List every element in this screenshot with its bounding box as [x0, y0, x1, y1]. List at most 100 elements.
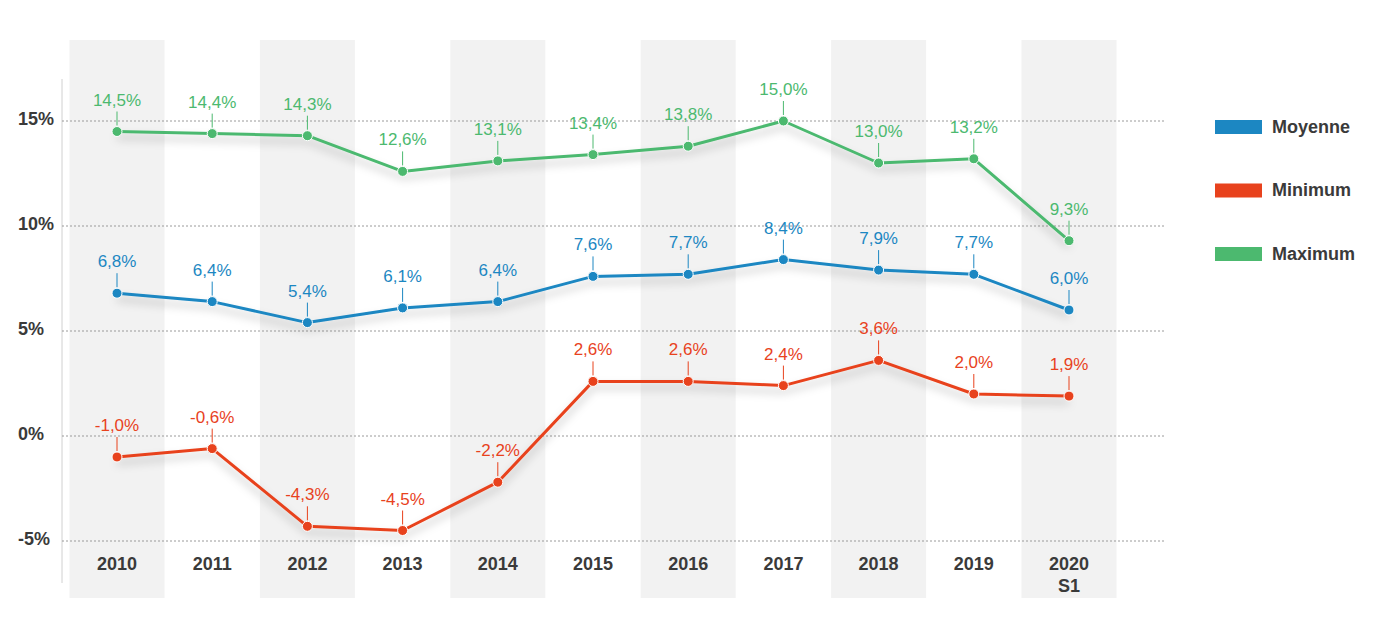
- point: [778, 116, 788, 126]
- point: [588, 376, 598, 386]
- x-tick-label-part: 2010: [97, 554, 137, 574]
- legend-swatch: [1215, 184, 1262, 198]
- label-leader: [497, 462, 498, 476]
- data-label: -2,2%: [476, 441, 520, 460]
- label-leader: [212, 282, 213, 296]
- grid: [62, 121, 1165, 541]
- data-label: 1,9%: [1050, 355, 1089, 374]
- data-label: 6,4%: [478, 261, 517, 280]
- x-tick-label: 2020S1: [1049, 554, 1089, 596]
- label-leader: [593, 135, 594, 149]
- point: [588, 271, 598, 281]
- data-label: -4,3%: [285, 485, 329, 504]
- label-leader: [1069, 290, 1070, 304]
- series: [112, 116, 1074, 246]
- point: [398, 526, 408, 536]
- label-leader: [497, 141, 498, 155]
- label-leader: [973, 374, 974, 388]
- data-label: 6,8%: [98, 252, 137, 271]
- x-tick-label-part: 2013: [383, 554, 423, 574]
- data-label: 6,0%: [1050, 269, 1089, 288]
- point: [1064, 391, 1074, 401]
- label-leader: [117, 437, 118, 451]
- data-label: 13,0%: [854, 122, 902, 141]
- grid-line: [62, 436, 1165, 437]
- legend-label: Minimum: [1272, 180, 1351, 200]
- data-label: 13,4%: [569, 114, 617, 133]
- data-label: 15,0%: [759, 80, 807, 99]
- label-leader: [402, 288, 403, 302]
- data-label: 3,6%: [859, 319, 898, 338]
- data-label: 2,6%: [574, 340, 613, 359]
- data-label: -1,0%: [95, 416, 139, 435]
- label-leader: [307, 303, 308, 317]
- point: [588, 150, 598, 160]
- point: [112, 127, 122, 137]
- chart: -5%0%5%10%15%201020112012201320142015201…: [0, 0, 1386, 632]
- point: [302, 131, 312, 141]
- x-tick-label-part: 2017: [763, 554, 803, 574]
- x-tick-label: 2017: [763, 554, 803, 574]
- point: [207, 297, 217, 307]
- x-tick-label: 2018: [859, 554, 899, 574]
- x-tick-label-part: 2016: [668, 554, 708, 574]
- point: [207, 444, 217, 454]
- data-label: 12,6%: [378, 130, 426, 149]
- label-leader: [497, 282, 498, 296]
- x-tick-label-part: 2014: [478, 554, 518, 574]
- point: [112, 452, 122, 462]
- x-tick-label: 2015: [573, 554, 613, 574]
- x-tick-label-part: 2011: [193, 554, 232, 574]
- legend-swatch: [1215, 120, 1262, 134]
- bands: [70, 40, 1117, 598]
- x-tick-label: 2012: [287, 554, 327, 574]
- y-tick-label: 5%: [18, 319, 44, 339]
- point: [683, 269, 693, 279]
- label-leader: [307, 506, 308, 520]
- point: [398, 166, 408, 176]
- label-leader: [783, 240, 784, 254]
- data-label: 7,7%: [954, 233, 993, 252]
- x-tick-label: 2016: [668, 554, 708, 574]
- point: [874, 355, 884, 365]
- data-label: -0,6%: [190, 408, 234, 427]
- legend-label: Maximum: [1272, 244, 1355, 264]
- label-leader: [307, 116, 308, 130]
- data-label: 6,1%: [383, 267, 422, 286]
- data-label: 2,6%: [669, 340, 708, 359]
- y-tick-label: -5%: [18, 529, 50, 549]
- band: [450, 40, 545, 598]
- label-leader: [783, 101, 784, 115]
- label-leader: [783, 366, 784, 380]
- point: [874, 265, 884, 275]
- data-label: 14,3%: [283, 95, 331, 114]
- series-line: [117, 121, 1069, 241]
- data-label: 7,7%: [669, 233, 708, 252]
- band: [831, 40, 926, 598]
- y-tick-label: 15%: [18, 109, 54, 129]
- data-label: -4,5%: [380, 490, 424, 509]
- data-label: 7,9%: [859, 229, 898, 248]
- data-label: 2,4%: [764, 345, 803, 364]
- data-label: 8,4%: [764, 219, 803, 238]
- legend-swatch: [1215, 247, 1262, 261]
- point: [493, 297, 503, 307]
- x-tick-label-part: 2020: [1049, 554, 1089, 574]
- data-labels: 6,8%6,4%5,4%6,1%6,4%7,6%7,7%8,4%7,9%7,7%…: [93, 80, 1088, 525]
- label-leader: [402, 151, 403, 165]
- series-line: [117, 360, 1069, 530]
- label-leader: [878, 250, 879, 264]
- data-label: 2,0%: [954, 353, 993, 372]
- data-label: 13,8%: [664, 105, 712, 124]
- grid-line: [62, 541, 1165, 542]
- point: [683, 141, 693, 151]
- point: [1064, 305, 1074, 315]
- label-leader: [973, 139, 974, 153]
- x-tick-label-part: 2018: [859, 554, 899, 574]
- data-label: 6,4%: [193, 261, 232, 280]
- grid-line: [62, 226, 1165, 227]
- point: [969, 389, 979, 399]
- x-tick-label: 2013: [383, 554, 423, 574]
- data-label: 14,5%: [93, 91, 141, 110]
- band: [1022, 40, 1117, 598]
